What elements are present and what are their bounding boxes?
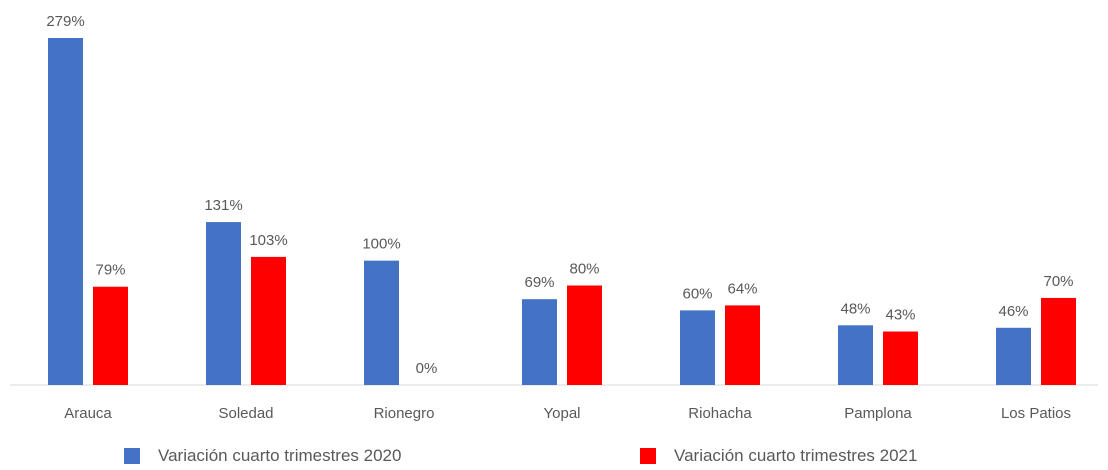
bar-riohacha-2020 <box>680 310 715 385</box>
data-label-pamplona-2020: 48% <box>840 300 870 317</box>
legend-item-2021: Variación cuarto trimestres 2021 <box>640 446 917 466</box>
bar-los-patios-2020 <box>996 327 1031 385</box>
data-label-yopal-2020: 69% <box>524 274 554 291</box>
data-label-riohacha-2021: 64% <box>727 280 757 297</box>
data-label-arauca-2020: 279% <box>46 13 84 30</box>
data-label-los-patios-2020: 46% <box>998 303 1028 320</box>
legend-label-2021: Variación cuarto trimestres 2021 <box>674 446 918 465</box>
data-label-riohacha-2020: 60% <box>682 285 712 302</box>
category-label-arauca: Arauca <box>64 405 112 422</box>
category-label-rionegro: Rionegro <box>374 405 435 422</box>
category-label-soledad: Soledad <box>218 405 273 422</box>
data-label-los-patios-2021: 70% <box>1043 273 1073 290</box>
data-label-yopal-2021: 80% <box>569 261 599 278</box>
data-label-rionegro-2020: 100% <box>362 236 400 253</box>
legend-swatch-2020 <box>124 448 140 464</box>
bar-rionegro-2020 <box>364 260 399 385</box>
bar-arauca-2021 <box>93 286 128 385</box>
bar-riohacha-2021 <box>725 305 760 385</box>
bar-arauca-2020 <box>48 38 83 385</box>
bar-los-patios-2021 <box>1041 297 1076 385</box>
category-label-yopal: Yopal <box>544 405 581 422</box>
category-label-riohacha: Riohacha <box>688 405 752 422</box>
category-label-los-patios: Los Patios <box>1001 405 1071 422</box>
legend-swatch-2021 <box>640 448 656 464</box>
data-label-pamplona-2021: 43% <box>885 307 915 324</box>
data-label-soledad-2021: 103% <box>249 232 287 249</box>
legend-item-2020: Variación cuarto trimestres 2020 <box>124 446 401 466</box>
bar-yopal-2020 <box>522 299 557 385</box>
bar-yopal-2021 <box>567 285 602 385</box>
category-label-pamplona: Pamplona <box>844 405 912 422</box>
bar-soledad-2021 <box>251 256 286 385</box>
data-label-soledad-2020: 131% <box>204 197 242 214</box>
legend-label-2020: Variación cuarto trimestres 2020 <box>158 446 402 465</box>
bar-soledad-2020 <box>206 222 241 385</box>
bar-pamplona-2020 <box>838 325 873 385</box>
data-label-arauca-2021: 79% <box>95 262 125 279</box>
bar-chart: 279% 79% 131% 103% 100% 0% 69% 80% 60% 64% 48% 43% 4… <box>10 13 1098 422</box>
data-label-rionegro-2021: 0% <box>416 360 438 377</box>
bar-pamplona-2021 <box>883 331 918 385</box>
